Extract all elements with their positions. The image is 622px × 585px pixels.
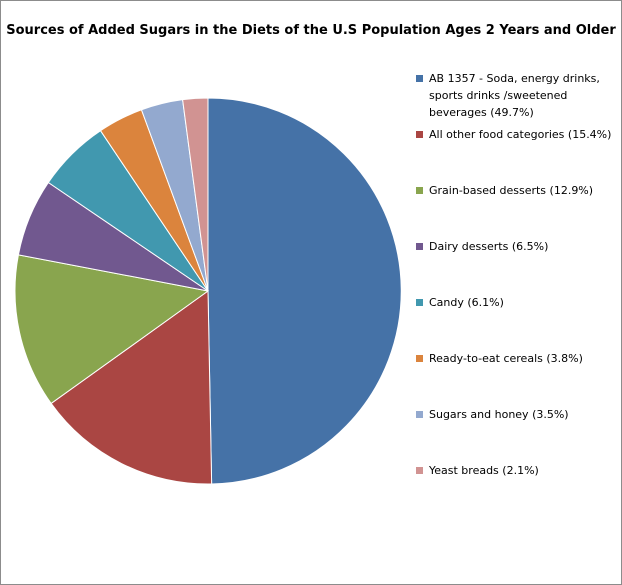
legend-label: AB 1357 - Soda, energy drinks, sports dr… [429, 72, 600, 119]
pie-slice-8 [182, 97, 209, 292]
legend-label: Yeast breads (2.1%) [429, 464, 539, 477]
chart-title: Sources of Added Sugars in the Diets of … [6, 23, 616, 38]
legend-swatch [416, 75, 423, 82]
pie-slice-2 [50, 290, 213, 485]
legend-swatch [416, 299, 423, 306]
legend-swatch [416, 467, 423, 474]
pie-slice-3 [14, 254, 210, 405]
legend-label: Sugars and honey (3.5%) [429, 408, 569, 421]
legend-label: Dairy desserts (6.5%) [429, 240, 549, 253]
legend-swatch [416, 187, 423, 194]
legend-swatch [416, 131, 423, 138]
legend-label: All other food categories (15.4%) [429, 128, 612, 141]
legend-label: Candy (6.1%) [429, 296, 504, 309]
pie-slice-1 [207, 97, 402, 485]
legend-swatch [416, 243, 423, 250]
legend-label: Grain-based desserts (12.9%) [429, 184, 594, 197]
legend-swatch [416, 411, 423, 418]
legend-label: Ready-to-eat cereals (3.8%) [429, 352, 583, 365]
legend-swatch [416, 355, 423, 362]
